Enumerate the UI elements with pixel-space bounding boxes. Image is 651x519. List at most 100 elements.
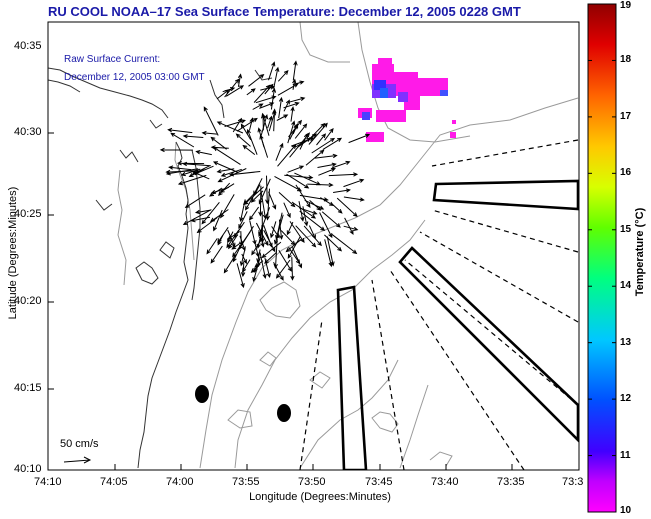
current-vector: [220, 194, 235, 219]
current-vector: [241, 253, 247, 265]
current-vector: [291, 137, 315, 147]
current-vector: [343, 178, 365, 188]
current-vector: [285, 238, 302, 253]
current-vector: [182, 134, 204, 139]
current-vector: [333, 188, 351, 193]
current-vector: [216, 121, 244, 134]
current-vector: [336, 197, 358, 217]
y-axis-label: Latitude (Degrees:Minutes): [7, 186, 19, 320]
current-vector: [210, 136, 227, 150]
lat-tick: 40:10: [14, 463, 42, 475]
lon-tick: 74:10: [34, 476, 62, 488]
current-vector: [267, 115, 273, 129]
current-vector: [218, 182, 231, 197]
x-axis-label: Longitude (Degrees:Minutes): [249, 491, 391, 503]
current-vector: [233, 221, 245, 238]
current-vector: [304, 199, 325, 210]
lat-tick: 40:15: [14, 382, 42, 394]
current-vector: [239, 199, 246, 223]
lon-tick: 74:00: [166, 476, 194, 488]
current-vector: [206, 238, 218, 255]
current-vector: [252, 256, 261, 282]
colorbar-title: Temperature (°C): [634, 207, 646, 297]
current-vector: [348, 133, 371, 144]
current-vector: [257, 127, 265, 148]
current-vector: [201, 201, 220, 225]
lon-tick: 73:35: [497, 476, 525, 488]
current-vector: [314, 153, 338, 159]
current-vector: [274, 175, 303, 192]
lon-tick: 73:55: [232, 476, 260, 488]
current-vector: [316, 133, 327, 146]
current-vector: [292, 78, 297, 90]
current-vector: [273, 262, 284, 281]
current-vector: [291, 201, 317, 219]
current-vector: [258, 230, 265, 248]
current-vector: [308, 225, 316, 240]
coastline: [48, 67, 273, 469]
current-vector: [270, 87, 277, 110]
current-vector: [273, 238, 278, 269]
current-vector: [283, 99, 290, 112]
current-vector: [228, 234, 239, 250]
current-vector: [317, 162, 337, 168]
current-vector: [290, 106, 295, 122]
current-vector: [223, 254, 237, 274]
current-vector: [331, 233, 358, 255]
current-vector: [330, 202, 343, 214]
current-vector: [263, 229, 276, 253]
current-vector: [318, 167, 336, 176]
current-vector: [298, 201, 305, 222]
colorbar-tick-label: 13: [620, 336, 632, 348]
current-vector: [287, 236, 301, 259]
current-vector: [277, 83, 299, 96]
current-vector: [271, 226, 280, 239]
current-vector: [239, 235, 246, 252]
current-vector: [216, 89, 230, 100]
colorbar-tick-label: 15: [620, 223, 632, 235]
current-vector: [246, 88, 256, 96]
current-vector: [259, 252, 267, 280]
current-vector: [268, 61, 276, 81]
current-vector: [194, 209, 211, 215]
colorbar-ticks: [588, 3, 616, 513]
current-vector: [292, 80, 305, 86]
current-vector: [195, 150, 212, 156]
current-vector: [294, 123, 308, 139]
current-vector: [201, 130, 218, 136]
current-vector: [180, 168, 201, 177]
colorbar-tick-label: 19: [620, 0, 632, 11]
current-vector: [344, 217, 354, 235]
current-vector: [252, 103, 264, 110]
current-vector: [324, 234, 343, 252]
sst-patch: [358, 58, 456, 142]
restricted-zones: [336, 179, 579, 470]
colorbar-tick-label: 11: [620, 449, 631, 461]
axis-ticks: [48, 21, 513, 471]
current-vector: [229, 171, 261, 177]
current-vector: [237, 73, 243, 87]
current-vector: [224, 78, 240, 98]
current-vector: [176, 161, 205, 166]
current-vector: [322, 137, 343, 151]
current-vector: [241, 259, 251, 273]
current-vector: [248, 74, 265, 87]
current-vector: [275, 259, 291, 279]
current-vector: [288, 96, 306, 103]
current-vector: [232, 117, 243, 133]
current-vector: [184, 194, 206, 209]
current-vector: [231, 242, 241, 250]
colorbar: [588, 4, 616, 512]
y-axis-label-wrap: Latitude (Degrees:Minutes): [0, 40, 19, 470]
colorbar-tick-label: 16: [620, 167, 632, 179]
current-vector: [319, 212, 333, 239]
current-vector: [275, 142, 284, 161]
current-vector: [236, 263, 245, 289]
bathymetry-contours: [117, 22, 579, 469]
current-vector: [212, 161, 239, 173]
current-vector: [283, 202, 291, 219]
lon-tick: 73:40: [431, 476, 459, 488]
current-vector: [277, 70, 289, 82]
current-vector: [276, 114, 289, 121]
current-vector: [278, 192, 296, 208]
